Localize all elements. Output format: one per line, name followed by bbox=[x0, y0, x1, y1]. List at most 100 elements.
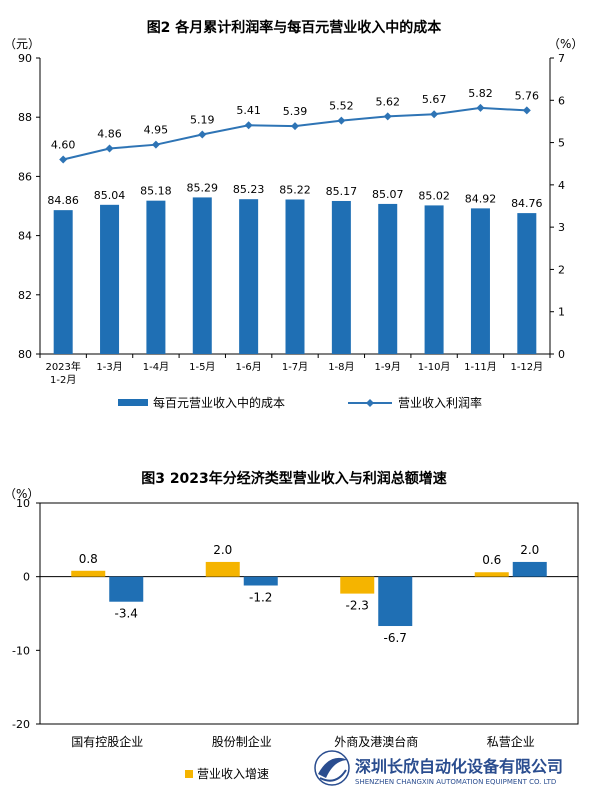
chart2-line-label: 5.52 bbox=[329, 100, 354, 113]
chart2-bar bbox=[146, 200, 166, 354]
chart2-x-tick-label: 1-10月 bbox=[418, 361, 451, 373]
chart3-y-tick-label: 10 bbox=[16, 497, 30, 510]
chart2-left-tick-label: 90 bbox=[18, 52, 32, 65]
chart3-bar-label: -6.7 bbox=[384, 631, 407, 645]
watermark-company-cn: 深圳长欣自动化设备有限公司 bbox=[355, 757, 563, 776]
chart2-line-point bbox=[430, 110, 439, 119]
chart2-bar-label: 85.29 bbox=[187, 181, 219, 194]
chart2-bar-label: 84.76 bbox=[511, 197, 543, 210]
chart2-line-label: 5.41 bbox=[236, 104, 261, 117]
chart3-y-tick-label: -10 bbox=[12, 644, 30, 657]
chart3-bar-label: 2.0 bbox=[213, 543, 232, 557]
chart2-left-tick-label: 86 bbox=[18, 170, 32, 183]
legend-label-margin: 营业收入利润率 bbox=[398, 395, 482, 410]
chart3-bar bbox=[243, 576, 278, 586]
chart2-legend: 每百元营业收入中的成本 营业收入利润率 bbox=[118, 395, 482, 410]
chart2-line-point bbox=[383, 112, 392, 121]
chart2-right-tick-label: 0 bbox=[558, 348, 565, 361]
chart3-bar bbox=[205, 561, 240, 577]
chart3-legend: 营业收入增速 bbox=[185, 767, 269, 781]
chart3-x-tick-label: 国有控股企业 bbox=[71, 734, 143, 749]
watermark-company-en: SHENZHEN CHANGXIN AUTOMATION EQUIPMENT C… bbox=[355, 778, 556, 786]
chart3-bar-label: 2.0 bbox=[520, 543, 539, 557]
chart2-bar-label: 85.17 bbox=[326, 185, 358, 198]
chart3-y-tick-label: -20 bbox=[12, 718, 30, 731]
chart2-bar-label: 85.22 bbox=[279, 183, 311, 196]
chart3-bar-label: -3.4 bbox=[115, 607, 138, 621]
chart2-bar-label: 85.07 bbox=[372, 188, 404, 201]
chart2-bar-label: 85.18 bbox=[140, 185, 172, 198]
chart2-line-label: 5.19 bbox=[190, 114, 215, 127]
chart2-bar bbox=[192, 197, 212, 354]
chart2-bar bbox=[424, 205, 444, 354]
chart2-left-tick-label: 84 bbox=[18, 230, 32, 243]
chart2-right-tick-label: 2 bbox=[558, 263, 565, 276]
legend-swatch-revenue-growth bbox=[185, 770, 193, 778]
legend-label-cost: 每百元营业收入中的成本 bbox=[153, 395, 285, 410]
chart2-line-label: 4.60 bbox=[51, 138, 76, 151]
legend-marker-margin bbox=[366, 399, 374, 407]
chart3-bar-label: -1.2 bbox=[249, 591, 272, 605]
chart3-bar bbox=[378, 576, 413, 627]
chart2-line-label: 4.95 bbox=[144, 124, 169, 137]
chart2-line-point bbox=[244, 121, 253, 130]
chart3-bar-label: -2.3 bbox=[346, 599, 369, 613]
chart2-left-tick-label: 82 bbox=[18, 289, 32, 302]
chart3-plot: 10 0 -10 -20 0.8 -3.4 国有控股企业 2.0 -1.2 股份制企业 -2.3 -6… bbox=[12, 497, 579, 749]
chart3-title: 图3 2023年分经济类型营业收入与利润总额增速 bbox=[141, 470, 447, 487]
chart3-y-tick-label: 0 bbox=[23, 571, 30, 584]
chart3-unit: （%） bbox=[4, 487, 39, 501]
chart2-line-label: 5.76 bbox=[515, 89, 540, 102]
logo-arc-icon bbox=[319, 769, 347, 782]
chart2-right-tick-label: 7 bbox=[558, 52, 565, 65]
chart2-bar bbox=[53, 210, 73, 354]
chart2-line-label: 5.82 bbox=[468, 87, 493, 100]
chart2-left-tick-label: 88 bbox=[18, 111, 32, 124]
chart2-left-tick-label: 80 bbox=[18, 348, 32, 361]
chart3-bar-label: 0.6 bbox=[482, 553, 501, 567]
chart2-bar-label: 85.04 bbox=[94, 189, 126, 202]
chart2-bar-label: 85.02 bbox=[418, 189, 450, 202]
chart2-line-point bbox=[198, 130, 207, 139]
chart2-bar-label: 84.92 bbox=[465, 192, 497, 205]
chart2-bar bbox=[378, 203, 398, 354]
chart2-x-tick-label: 1-11月 bbox=[464, 361, 497, 373]
chart3-x-tick-label: 外商及港澳台商 bbox=[334, 734, 418, 749]
chart2-x-tick-label: 1-5月 bbox=[189, 361, 215, 373]
chart2-line-label: 5.39 bbox=[283, 105, 308, 118]
chart2-bar-label: 84.86 bbox=[47, 194, 79, 207]
chart3-bar bbox=[474, 572, 509, 577]
chart2-title: 图2 各月累计利润率与每百元营业收入中的成本 bbox=[147, 19, 443, 36]
chart2-x-tick-label: 1-8月 bbox=[328, 361, 354, 373]
chart2-right-unit: （%） bbox=[548, 37, 583, 51]
chart2-bar-label: 85.23 bbox=[233, 183, 265, 196]
chart3-bar bbox=[340, 576, 375, 594]
chart2-bar bbox=[100, 204, 120, 354]
legend-swatch-cost bbox=[118, 399, 148, 406]
chart2-bar bbox=[239, 199, 259, 354]
chart3-x-tick-label: 股份制企业 bbox=[212, 734, 272, 749]
chart3-bar-label: 0.8 bbox=[79, 552, 98, 566]
chart2-x-tick-label: 1-12月 bbox=[510, 361, 543, 373]
chart2-line-point bbox=[522, 106, 531, 115]
chart3-bar bbox=[109, 576, 144, 602]
chart2-line-point bbox=[151, 140, 160, 149]
chart2-bar bbox=[285, 199, 305, 354]
chart3-bar bbox=[71, 570, 106, 577]
chart2-line-point bbox=[476, 103, 485, 112]
chart2-right-tick-label: 3 bbox=[558, 221, 565, 234]
chart2-x-tick-label: 1-9月 bbox=[375, 361, 401, 373]
chart2-right-tick-label: 1 bbox=[558, 306, 565, 319]
chart2-line-point bbox=[337, 116, 346, 125]
chart2-line-label: 5.62 bbox=[375, 95, 400, 108]
chart3-bar bbox=[512, 561, 547, 577]
chart2-line-point bbox=[59, 155, 68, 164]
chart2-left-unit: （元） bbox=[4, 37, 40, 51]
chart2-right-tick-label: 5 bbox=[558, 137, 565, 150]
chart2-x-tick-label: 2023年 bbox=[45, 360, 80, 373]
chart2-bar bbox=[517, 213, 537, 354]
chart2-line-point bbox=[105, 144, 114, 153]
